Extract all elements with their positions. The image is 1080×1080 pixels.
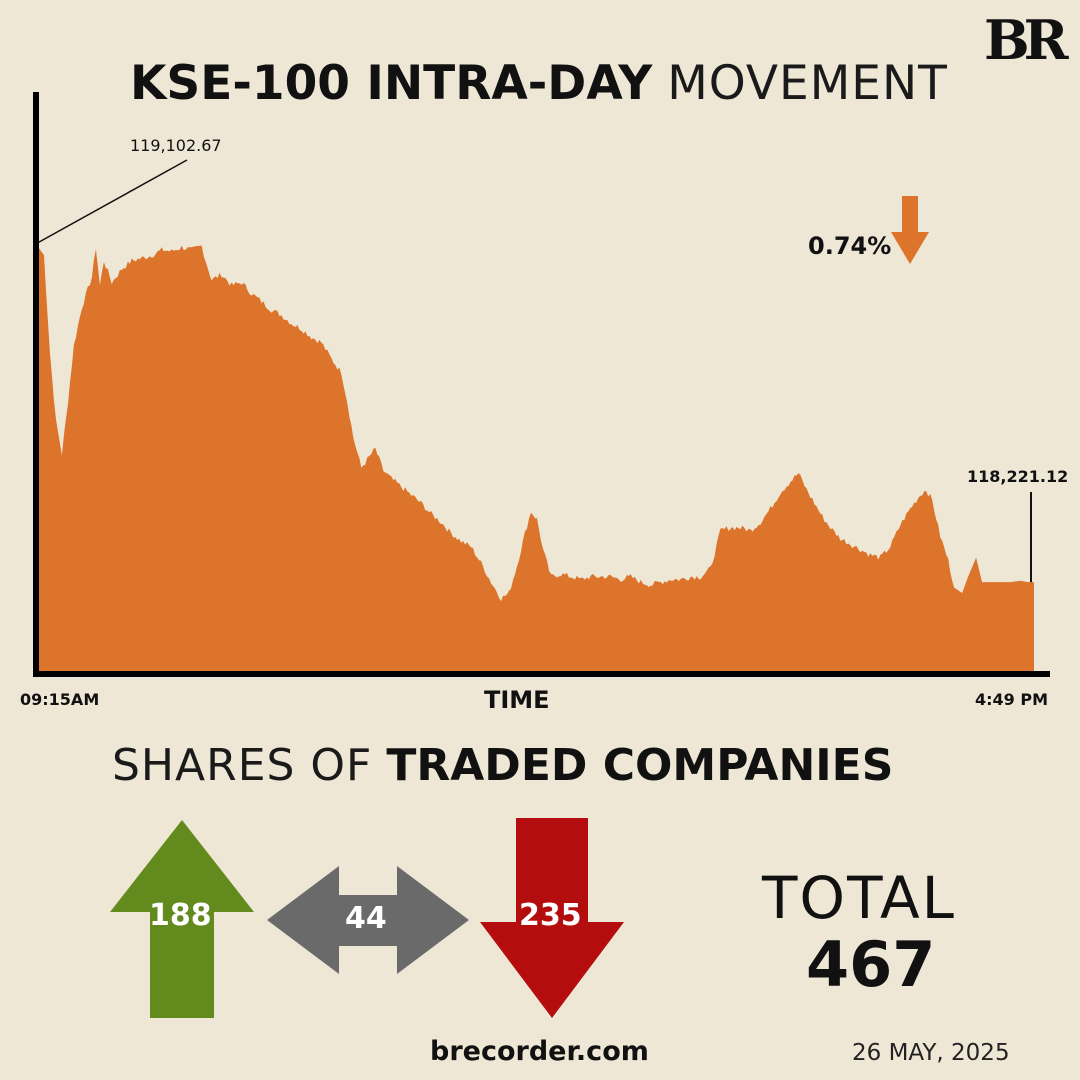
start-value-label: 119,102.67 bbox=[130, 136, 222, 155]
end-value-label: 118,221.12 bbox=[967, 467, 1069, 486]
breadth-title-light: SHARES OF bbox=[112, 740, 373, 791]
breadth-section-title: SHARES OF TRADED COMPANIES bbox=[112, 740, 893, 792]
decliners-down-arrow-icon bbox=[480, 818, 624, 1018]
br-logo: BR bbox=[984, 8, 1068, 72]
unchanged-count: 44 bbox=[345, 901, 387, 936]
advancers-up-arrow-icon bbox=[110, 820, 254, 1018]
unchanged-double-arrow-icon bbox=[267, 866, 469, 974]
x-axis-end-tick-label: 4:49 PM bbox=[975, 690, 1049, 709]
down-arrow-icon bbox=[891, 196, 929, 264]
advancers-count: 188 bbox=[149, 898, 212, 933]
x-axis-title: TIME bbox=[484, 686, 550, 714]
change-percent-label: 0.74% bbox=[808, 232, 892, 260]
chart-title-light: MOVEMENT bbox=[667, 56, 948, 111]
x-axis-start-tick-label: 09:15AM bbox=[20, 690, 100, 709]
start-value-leader-line bbox=[35, 159, 188, 245]
website-link[interactable]: brecorder.com bbox=[430, 1036, 649, 1067]
index-area bbox=[36, 243, 1034, 673]
total-label: TOTAL bbox=[762, 864, 956, 932]
report-date: 26 MAY, 2025 bbox=[852, 1040, 1010, 1066]
breadth-title-bold: TRADED COMPANIES bbox=[386, 740, 894, 791]
chart-title: KSE-100 INTRA-DAY MOVEMENT bbox=[130, 56, 948, 112]
total-value: 467 bbox=[806, 928, 936, 1001]
chart-title-bold: KSE-100 INTRA-DAY bbox=[130, 56, 653, 111]
decliners-count: 235 bbox=[519, 898, 582, 933]
